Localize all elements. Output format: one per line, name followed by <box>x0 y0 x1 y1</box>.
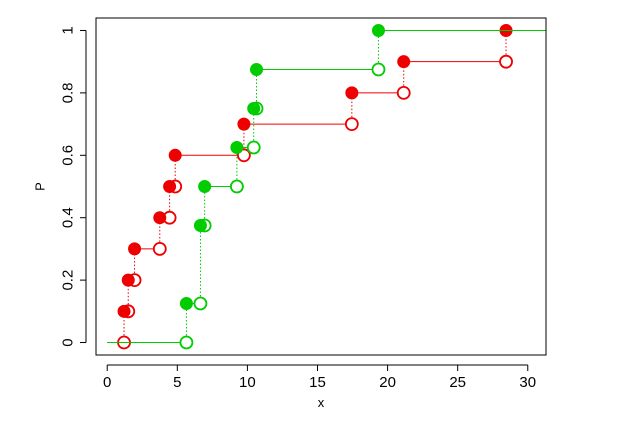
plot-frame <box>95 17 547 356</box>
x-tick-label: 10 <box>239 374 256 391</box>
series-layer <box>107 23 546 350</box>
open-point <box>396 85 411 100</box>
filled-point <box>179 297 193 311</box>
filled-point <box>345 86 359 100</box>
filled-point <box>128 242 142 256</box>
filled-point <box>250 62 264 76</box>
y-axis-title: P <box>33 182 48 191</box>
x-tick-label: 5 <box>173 374 181 391</box>
open-point <box>152 242 167 256</box>
filled-point <box>247 101 261 115</box>
y-tick-label: 0.8 <box>60 82 77 103</box>
y-tick-label: 0 <box>60 338 77 346</box>
open-point <box>179 335 194 350</box>
y-tick-label: 1 <box>60 26 77 34</box>
filled-point <box>153 211 167 225</box>
open-point <box>344 117 359 131</box>
filled-point <box>198 180 212 193</box>
filled-point <box>163 180 177 193</box>
y-tick-label: 0.6 <box>60 145 77 166</box>
open-point <box>193 296 208 311</box>
y-tick-label: 0.2 <box>60 270 77 291</box>
filled-point <box>237 117 251 131</box>
x-tick-label: 0 <box>103 374 111 391</box>
filled-point <box>397 55 411 69</box>
filled-point <box>117 304 131 318</box>
open-point <box>229 179 244 194</box>
x-tick-label: 30 <box>519 374 536 391</box>
open-point <box>371 62 386 77</box>
series-2 <box>107 23 546 350</box>
filled-point <box>230 140 244 154</box>
x-tick-label: 25 <box>449 374 466 391</box>
y-tick-label: 0.4 <box>60 207 77 228</box>
x-tick-label: 20 <box>379 374 396 391</box>
series-1 <box>107 23 546 350</box>
open-point <box>246 140 261 155</box>
x-tick-label: 15 <box>309 374 326 391</box>
filled-point <box>168 148 182 162</box>
open-point <box>499 54 513 69</box>
filled-point <box>371 23 385 37</box>
axis-layer: 0 5 10 15 20 25 30 0 0.2 0.4 0.6 0.8 1 <box>60 26 537 391</box>
filled-point <box>121 273 135 287</box>
x-axis-title: x <box>318 395 325 410</box>
filled-point <box>193 219 207 233</box>
